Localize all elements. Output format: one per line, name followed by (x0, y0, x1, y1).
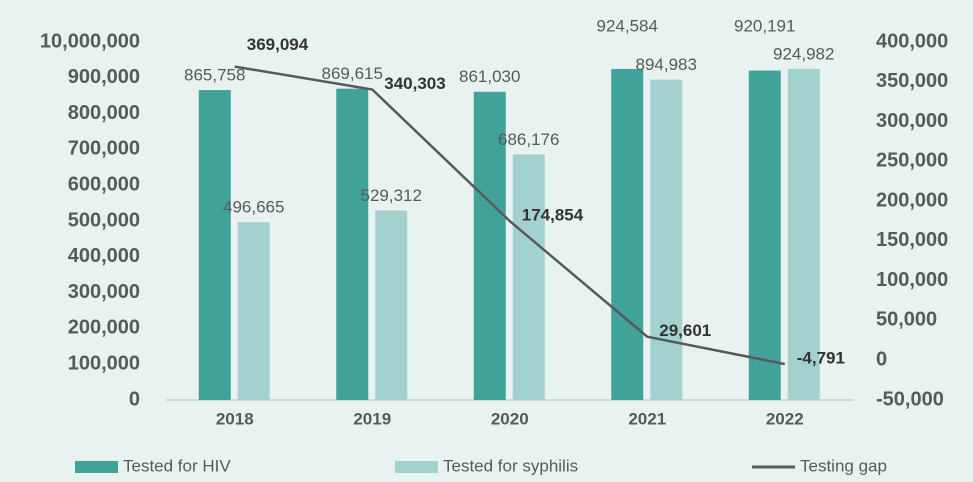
legend-swatch (75, 461, 118, 473)
value-label: 924,584 (597, 16, 658, 35)
value-label: 861,030 (459, 67, 520, 86)
value-label: 920,191 (734, 16, 795, 35)
value-label: 496,665 (223, 198, 284, 217)
y2-tick-label: -50,000 (876, 388, 944, 410)
y2-tick-label: 100,000 (876, 269, 948, 291)
bar (198, 90, 231, 400)
x-tick-label: 2020 (491, 409, 529, 428)
y2-tick-label: 200,000 (876, 189, 948, 211)
y-tick-label: 700,000 (68, 138, 140, 160)
y-tick-label: 300,000 (68, 281, 140, 303)
y-tick-label: 200,000 (68, 317, 140, 339)
y2-tick-label: 150,000 (876, 229, 948, 251)
y-tick-label: 500,000 (68, 209, 140, 231)
line-label: 340,303 (384, 74, 445, 93)
x-tick-label: 2022 (766, 409, 804, 428)
x-tick-label: 2018 (216, 409, 254, 428)
legend-label: Tested for HIV (123, 456, 231, 475)
line-label: -4,791 (797, 349, 845, 368)
x-tick-label: 2019 (353, 409, 391, 428)
y2-tick-label: 350,000 (876, 70, 948, 92)
x-tick-label: 2021 (628, 409, 666, 428)
line-label: 369,094 (247, 35, 309, 54)
bar (237, 222, 270, 400)
bar (375, 210, 408, 400)
y2-tick-label: 0 (876, 349, 887, 371)
y-tick-label: 0 (129, 388, 140, 410)
y-tick-label: 800,000 (68, 102, 140, 124)
y2-tick-label: 50,000 (876, 309, 937, 331)
bar (611, 68, 644, 400)
y2-tick-label: 250,000 (876, 150, 948, 172)
value-label: 686,176 (498, 130, 559, 149)
value-label: 529,312 (361, 186, 422, 205)
y-tick-label: 900,000 (68, 66, 140, 88)
legend-swatch (395, 461, 438, 473)
legend-label: Tested for syphilis (443, 456, 578, 475)
bar (650, 79, 683, 401)
y-tick-label: 600,000 (68, 173, 140, 195)
bar (473, 91, 506, 401)
value-label: 924,982 (773, 44, 834, 63)
line-label: 174,854 (522, 206, 584, 225)
y-tick-label: 400,000 (68, 245, 140, 267)
value-label: 894,983 (636, 55, 697, 74)
y-tick-label: 100,000 (68, 352, 140, 374)
value-label: 869,615 (322, 64, 383, 83)
line (234, 65, 785, 366)
value-label: 865,758 (184, 66, 245, 85)
bar (336, 88, 369, 401)
legend-label: Testing gap (800, 456, 887, 475)
bar (512, 154, 545, 400)
y2-tick-label: 400,000 (876, 30, 948, 52)
bar (787, 68, 820, 400)
bar (748, 70, 781, 400)
y2-tick-label: 300,000 (876, 110, 948, 132)
y-tick-label: 10,000,000 (40, 30, 140, 52)
line-label: 29,601 (659, 321, 711, 340)
